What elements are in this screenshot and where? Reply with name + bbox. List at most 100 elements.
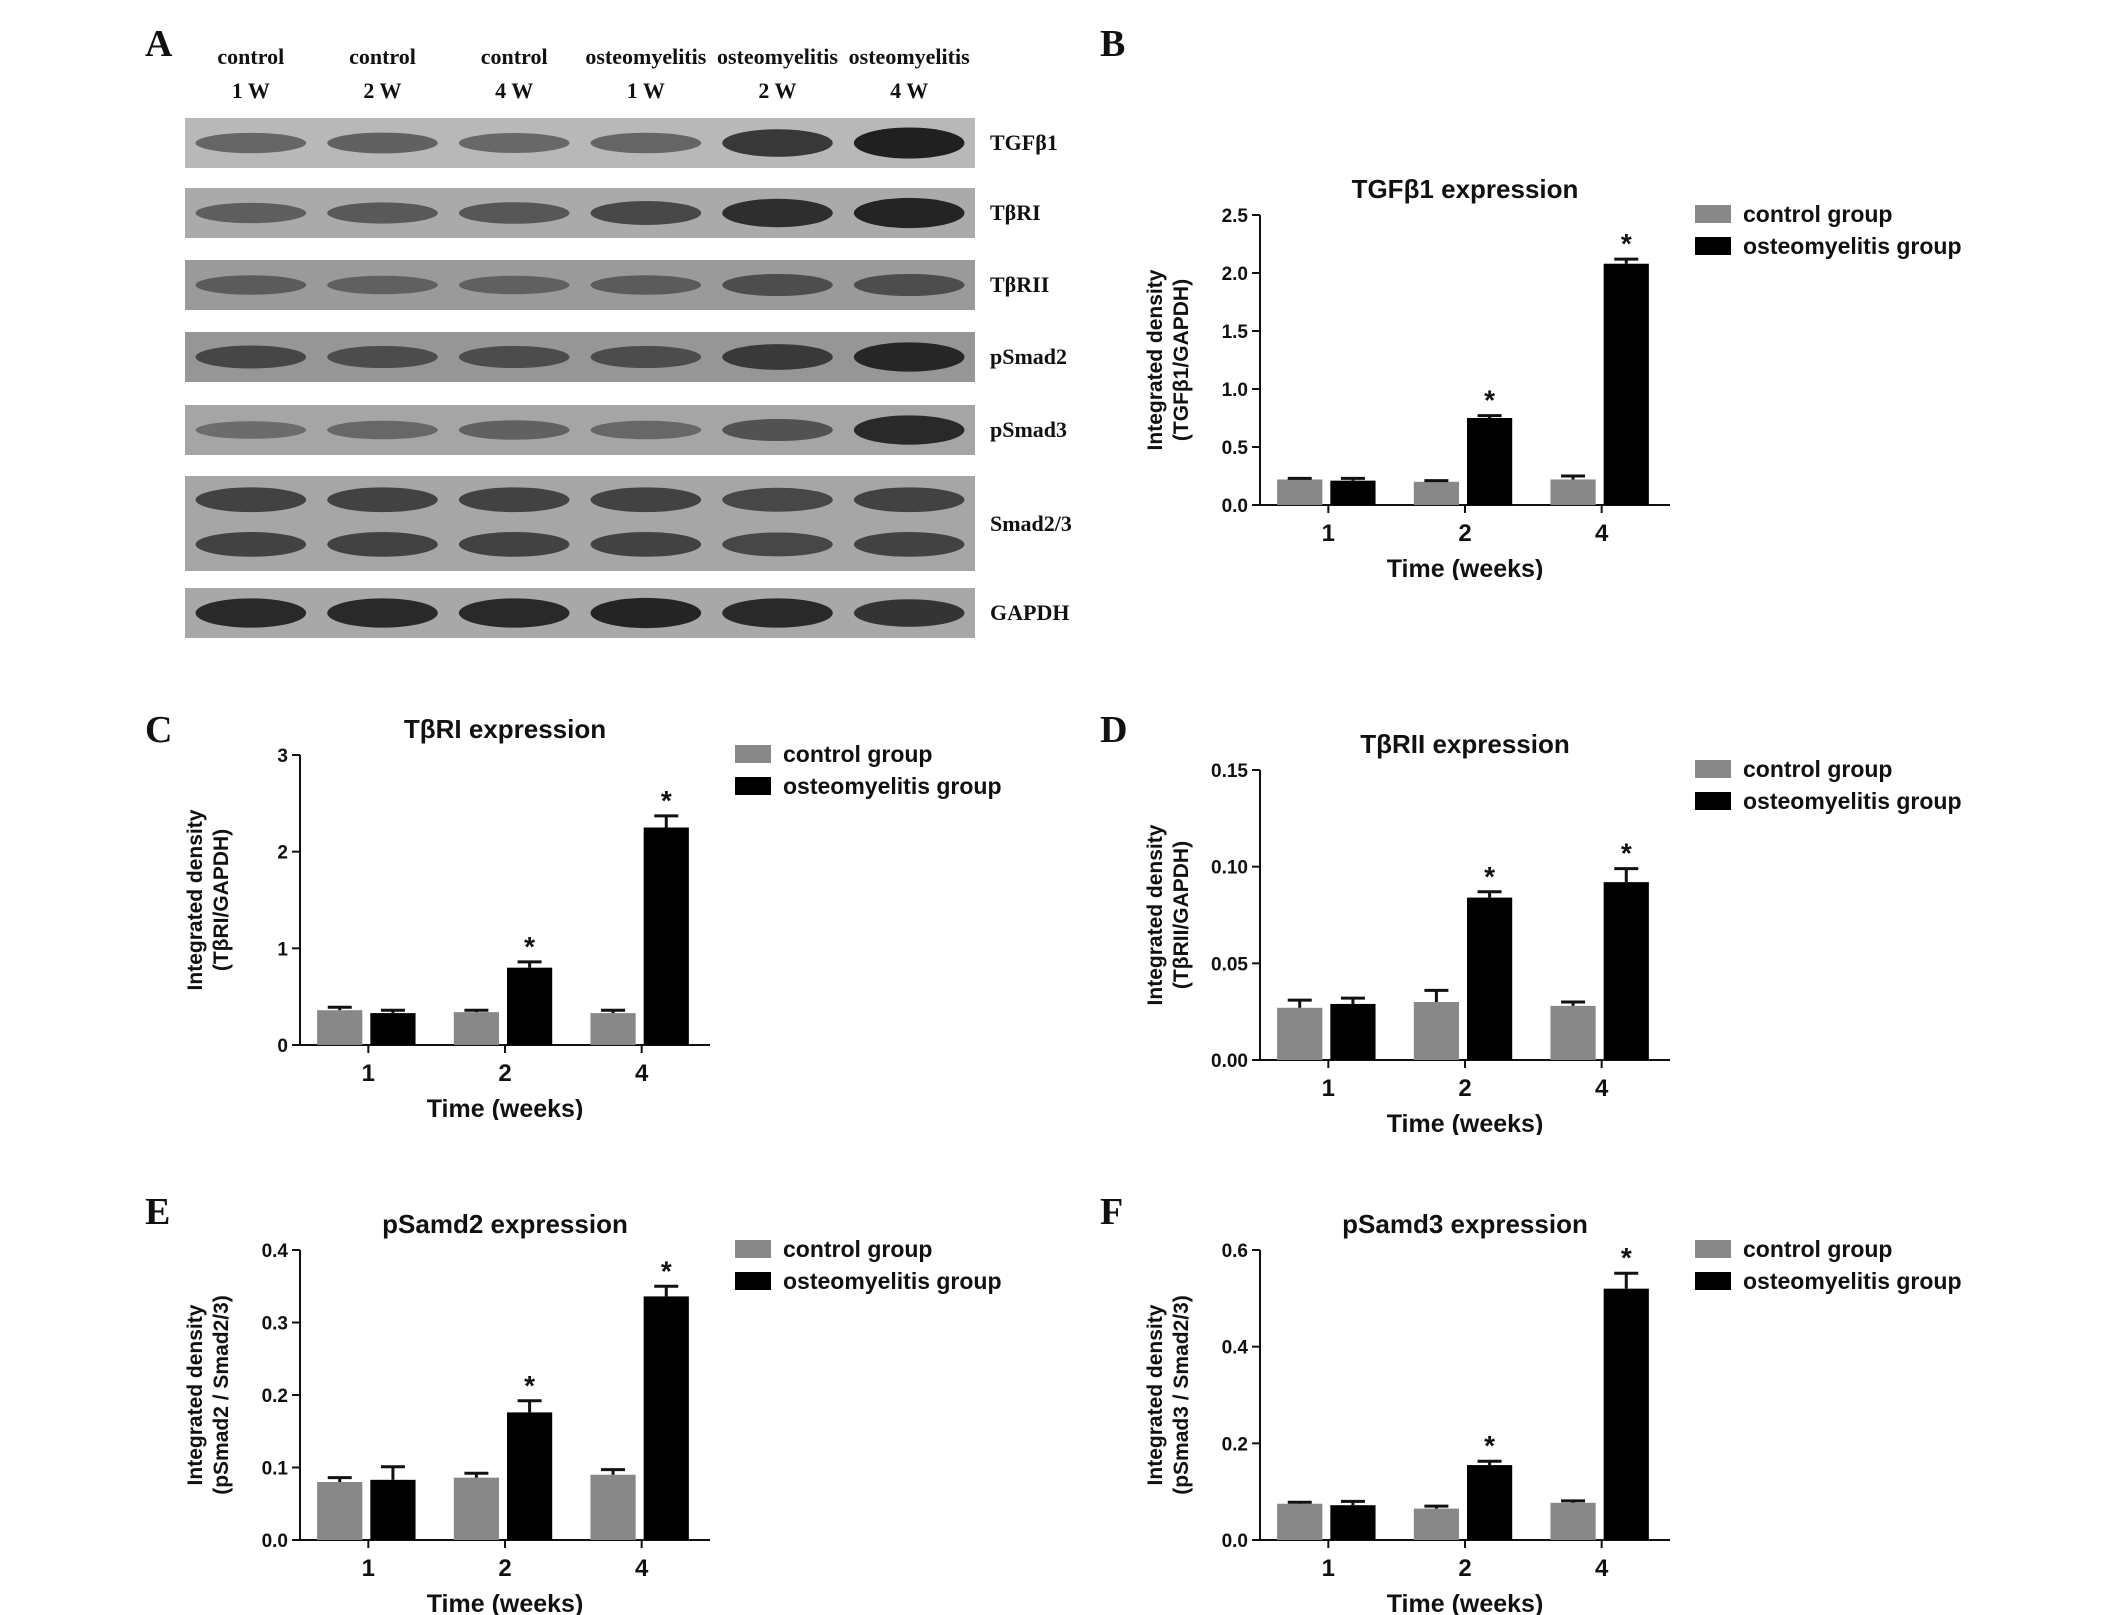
y-axis-label: Integrated density (TGFβ1/GAPDH) xyxy=(1144,269,1193,450)
blot-background xyxy=(185,188,975,238)
x-axis-label: Time (weeks) xyxy=(427,1095,584,1120)
blot-strip xyxy=(185,405,975,455)
legend-label: control group xyxy=(783,1236,932,1262)
x-tick-label: 2 xyxy=(498,1060,511,1087)
blot-band xyxy=(327,345,438,369)
bar-osteomyelitis xyxy=(1330,480,1376,505)
legend-swatch-control xyxy=(1695,760,1731,778)
x-tick-label: 4 xyxy=(635,1060,649,1087)
blot-band xyxy=(722,198,833,228)
legend-swatch-control xyxy=(735,1240,771,1258)
lane-header: osteomyelitis 1 W xyxy=(560,40,732,108)
panel-letter-d: D xyxy=(1100,709,1128,751)
blot-band xyxy=(590,275,702,295)
blot-background xyxy=(185,405,975,455)
legend-swatch-osteomyelitis xyxy=(735,777,771,795)
blot-band xyxy=(458,202,570,224)
blot-band-label: pSmad3 xyxy=(990,417,1068,442)
blot-band xyxy=(195,345,307,369)
significance-star: * xyxy=(1621,838,1632,869)
blot-band xyxy=(327,487,438,513)
blot-background xyxy=(185,332,975,382)
legend-swatch-control xyxy=(1695,205,1731,223)
blot-band-label: pSmad2 xyxy=(990,344,1068,369)
blot-background xyxy=(185,588,975,638)
y-axis-label-line1: Integrated density xyxy=(1144,824,1167,1005)
blot-band-label: Smad2/3 xyxy=(990,510,1072,536)
y-tick-label: 0.05 xyxy=(1211,954,1248,975)
blot-strip xyxy=(185,588,975,638)
bar-control xyxy=(1550,479,1596,505)
y-tick-label: 0.00 xyxy=(1211,1051,1248,1072)
bar-control xyxy=(1550,1502,1596,1540)
x-tick-label: 4 xyxy=(635,1555,649,1582)
bar-osteomyelitis xyxy=(1603,263,1649,505)
blot-band xyxy=(195,421,307,439)
bar-osteomyelitis xyxy=(1603,882,1649,1060)
x-tick-label: 1 xyxy=(362,1060,375,1087)
bar-control xyxy=(590,1013,636,1045)
y-tick-label: 0.2 xyxy=(262,1386,288,1407)
blot-band xyxy=(853,273,965,297)
y-tick-label: 0.6 xyxy=(1222,1241,1248,1262)
blot-strip xyxy=(185,188,975,238)
lane-header-line1: osteomyelitis xyxy=(585,44,707,69)
legend-label: control group xyxy=(783,741,932,767)
blot-band xyxy=(458,420,570,440)
bar-control xyxy=(1277,479,1323,505)
legend-swatch-osteomyelitis xyxy=(1695,237,1731,255)
significance-star: * xyxy=(524,931,535,962)
blot-band xyxy=(853,127,965,159)
panel-letter-b: B xyxy=(1100,23,1126,65)
lane-header: control 4 W xyxy=(428,40,600,108)
blot-band xyxy=(590,201,702,225)
panel-letter-c: C xyxy=(145,709,173,751)
y-tick-label: 2.0 xyxy=(1222,264,1248,285)
y-tick-label: 0.1 xyxy=(262,1459,289,1480)
lane-header: control 2 W xyxy=(297,40,469,108)
x-tick-label: 1 xyxy=(1322,1555,1335,1582)
blot-band xyxy=(722,129,833,157)
y-tick-label: 0.15 xyxy=(1211,761,1248,782)
blot-band xyxy=(722,532,833,557)
x-axis-label: Time (weeks) xyxy=(1387,555,1544,580)
blot-band xyxy=(590,597,702,629)
blot-band xyxy=(722,487,833,512)
blot-strip xyxy=(185,476,975,571)
significance-star: * xyxy=(1621,228,1632,259)
significance-star: * xyxy=(661,785,672,816)
x-tick-label: 2 xyxy=(498,1555,511,1582)
legend-label: control group xyxy=(1743,1236,1892,1262)
y-axis-label-line2: (pSmad3 / Smad2/3) xyxy=(1170,1295,1193,1495)
y-tick-label: 0.3 xyxy=(262,1314,288,1335)
blot-band xyxy=(590,487,702,513)
blot-background xyxy=(185,476,975,571)
lane-header-line2: 2 W xyxy=(758,78,797,103)
chart-tbrii-expression: TβRII expression 0.00 0.05 0.10 0.15 1 2 * 4 * Tim… xyxy=(1110,715,2010,1135)
bar-osteomyelitis xyxy=(1467,1465,1513,1540)
blot-band xyxy=(590,532,702,557)
legend-label: control group xyxy=(1743,756,1892,782)
blot-band xyxy=(853,342,965,372)
lane-header: osteomyelitis 2 W xyxy=(692,40,864,108)
legend-swatch-osteomyelitis xyxy=(1695,792,1731,810)
x-tick-label: 2 xyxy=(1458,1555,1471,1582)
blot-band-label: TβRI xyxy=(990,200,1041,225)
bar-osteomyelitis xyxy=(643,827,689,1045)
y-tick-label: 3 xyxy=(277,746,288,767)
chart-title: TβRII expression xyxy=(1360,729,1570,759)
chart-title: TβRI expression xyxy=(404,714,606,744)
bar-osteomyelitis xyxy=(507,967,553,1045)
legend-swatch-osteomyelitis xyxy=(735,1272,771,1290)
chart-svg: TGFβ1 expression 0.0 0.5 1.0 1.5 2.0 2.5 1 2 * 4 * T… xyxy=(1144,174,1962,580)
blot-band xyxy=(458,133,570,153)
x-tick-label: 1 xyxy=(1322,520,1335,547)
blot-band xyxy=(722,418,833,442)
blot-strip xyxy=(185,118,975,168)
y-axis-label-line2: (TβRI/GAPDH) xyxy=(210,829,233,971)
blot-background xyxy=(185,118,975,168)
legend-label: control group xyxy=(1743,201,1892,227)
significance-star: * xyxy=(524,1370,535,1401)
y-tick-label: 0.4 xyxy=(262,1241,289,1262)
